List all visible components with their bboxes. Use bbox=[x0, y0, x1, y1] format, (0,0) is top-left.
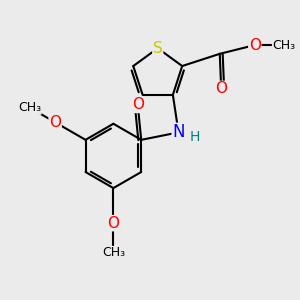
Text: CH₃: CH₃ bbox=[272, 39, 296, 52]
Text: H: H bbox=[189, 130, 200, 144]
Text: O: O bbox=[132, 98, 144, 112]
Text: O: O bbox=[107, 216, 119, 231]
Text: O: O bbox=[215, 81, 227, 96]
Text: O: O bbox=[49, 115, 61, 130]
Text: N: N bbox=[172, 123, 185, 141]
Text: S: S bbox=[153, 41, 163, 56]
Text: CH₃: CH₃ bbox=[18, 101, 41, 114]
Text: O: O bbox=[249, 38, 261, 52]
Text: CH₃: CH₃ bbox=[102, 247, 125, 260]
